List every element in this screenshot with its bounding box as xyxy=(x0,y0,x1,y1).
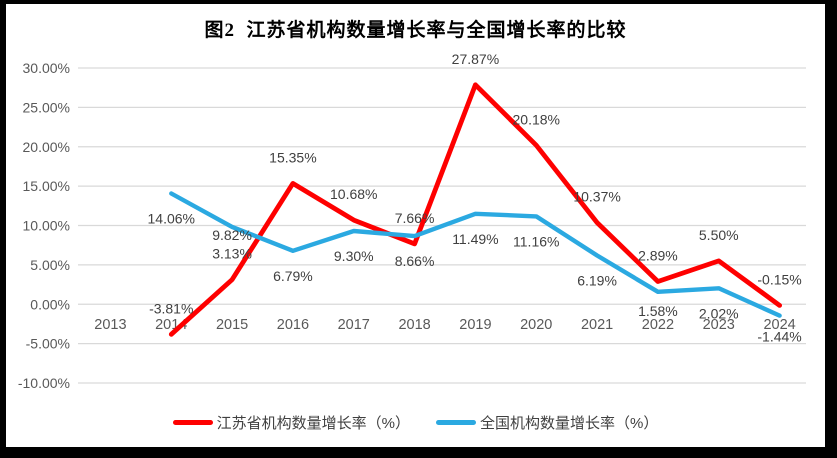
series-line-jiangsu xyxy=(168,82,782,337)
data-label: 11.16% xyxy=(513,233,559,249)
y-axis-tick-label: 15.00% xyxy=(23,178,70,194)
data-label: 20.18% xyxy=(513,111,560,127)
x-axis-tick-label: 2013 xyxy=(94,317,126,333)
legend-line-swatch-red xyxy=(172,419,213,425)
data-label: 6.19% xyxy=(577,273,617,289)
data-label: -1.44% xyxy=(757,329,801,345)
x-axis-tick-label: 2018 xyxy=(398,317,430,333)
data-label: 5.50% xyxy=(699,227,739,243)
y-axis-tick-label: 25.00% xyxy=(23,99,70,115)
data-label: 10.37% xyxy=(573,189,620,205)
data-label: 1.58% xyxy=(638,303,678,319)
x-axis-tick-label: 2021 xyxy=(581,317,613,333)
data-label: 10.68% xyxy=(330,186,377,202)
x-axis-tick-label: 2022 xyxy=(642,317,674,333)
legend-label-jiangsu: 江苏省机构数量增长率（%） xyxy=(216,414,410,432)
y-axis-tick-label: 10.00% xyxy=(23,218,70,234)
data-label: -3.81% xyxy=(149,300,193,316)
legend-label-national: 全国机构数量增长率（%） xyxy=(480,414,659,432)
data-label: 2.02% xyxy=(699,305,739,321)
chart-title: 图2 江苏省机构数量增长率与全国增长率的比较 xyxy=(204,20,627,41)
x-axis-tick-label: 2016 xyxy=(277,317,309,333)
data-label: 7.66% xyxy=(395,210,435,226)
legend-line-swatch-blue xyxy=(436,419,476,425)
chart-legend: 江苏省机构数量增长率（%） 全国机构数量增长率（%） xyxy=(6,409,825,435)
data-label: 14.06% xyxy=(148,211,195,227)
y-axis-tick-label: 5.00% xyxy=(30,257,70,273)
y-axis-tick-label: -10.00% xyxy=(18,375,70,391)
x-axis-tick-label: 2019 xyxy=(459,317,491,333)
data-label: 27.87% xyxy=(452,51,499,67)
x-axis-tick-label: 2017 xyxy=(338,317,370,333)
data-label: 11.49% xyxy=(452,231,498,247)
data-label: 3.13% xyxy=(212,246,252,262)
data-label: 9.82% xyxy=(212,227,252,243)
x-axis-tick-label: 2015 xyxy=(216,317,248,333)
y-axis-tick-label: 30.00% xyxy=(23,60,70,76)
data-label: 15.35% xyxy=(269,149,316,165)
legend-item-jiangsu: 江苏省机构数量增长率（%） xyxy=(172,412,410,433)
x-axis-tick-label: 2020 xyxy=(520,317,552,333)
data-label: 2.89% xyxy=(638,247,678,263)
y-axis-tick-label: 20.00% xyxy=(23,139,70,155)
x-axis-tick-label: 2023 xyxy=(703,317,735,333)
legend-item-national: 全国机构数量增长率（%） xyxy=(436,412,658,433)
series-line-national xyxy=(169,191,782,318)
data-label: 8.66% xyxy=(395,253,435,269)
data-label: 9.30% xyxy=(334,248,374,264)
y-axis-tick-label: -5.00% xyxy=(26,336,70,352)
data-label: -0.15% xyxy=(757,271,801,287)
data-label: 6.79% xyxy=(273,268,313,284)
y-axis-tick-label: 0.00% xyxy=(30,296,70,312)
x-axis-tick-label: 2024 xyxy=(763,317,795,333)
